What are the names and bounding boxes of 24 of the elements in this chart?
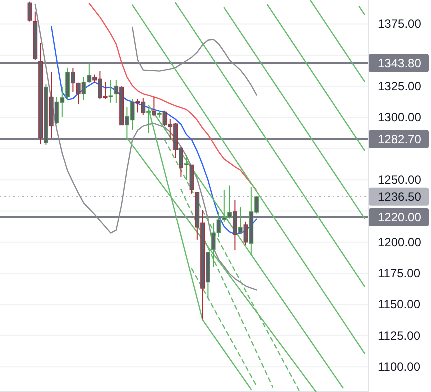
ref-line-label: 1236.50 — [378, 190, 422, 204]
line-series — [310, 0, 366, 82]
line-series — [132, 26, 258, 96]
line-series — [148, 105, 344, 389]
y-tick-label: 1150.00 — [378, 298, 421, 312]
line-series — [224, 7, 366, 220]
y-tick-label: 1300.00 — [378, 110, 422, 125]
line-series — [267, 4, 366, 152]
line-series — [175, 2, 366, 288]
y-tick-label: 1325.00 — [378, 79, 422, 94]
ref-line-label: 1343.80 — [378, 56, 422, 70]
y-tick-label: 1100.00 — [378, 360, 421, 374]
ref-line-label: 1282.70 — [378, 132, 422, 147]
y-tick-label: 1250.00 — [378, 172, 422, 187]
y-tick-label: 1175.00 — [378, 266, 421, 280]
line-series — [88, 2, 258, 192]
ref-line-label: 1220.00 — [378, 210, 422, 225]
y-tick-label: 1200.00 — [378, 235, 422, 250]
y-tick-label: 1375.00 — [378, 17, 422, 32]
line-series — [180, 188, 274, 388]
candlestick — [28, 1, 32, 22]
line-series — [34, 4, 258, 291]
line-series — [132, 4, 366, 354]
y-tick-label: 1125.00 — [378, 328, 421, 343]
